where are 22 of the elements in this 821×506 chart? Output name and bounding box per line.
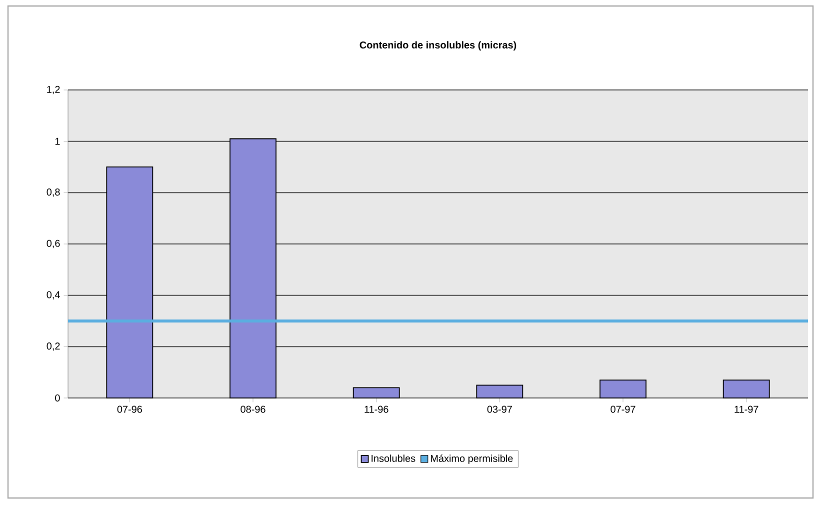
- x-tick-label: 11-97: [734, 406, 758, 413]
- chart-title: Contenido de insolubles (micras): [360, 41, 516, 50]
- x-tick-label: 07-96: [117, 406, 142, 413]
- x-tick-label: 11-96: [364, 406, 388, 413]
- legend-label: Máximo permisible: [430, 454, 513, 464]
- y-tick-label: 1,2: [47, 86, 60, 94]
- x-tick-label: 08-96: [240, 406, 266, 413]
- bar: [600, 380, 646, 398]
- bar: [722, 380, 770, 398]
- y-tick-label: 0,4: [46, 291, 60, 300]
- x-tick-label: 07-97: [610, 406, 636, 413]
- y-tick-label: 0,6: [46, 240, 60, 248]
- x-tick-label: 03-97: [487, 406, 512, 413]
- bar: [106, 166, 154, 398]
- y-tick-label: 0,2: [46, 342, 60, 351]
- y-tick-label: 0: [55, 394, 60, 402]
- bar: [230, 138, 276, 398]
- y-tick-label: 0,8: [46, 188, 60, 197]
- bar: [476, 384, 524, 398]
- bar: [352, 387, 400, 398]
- y-tick-label: 1: [55, 138, 60, 145]
- legend-label: Insolubles: [372, 454, 416, 462]
